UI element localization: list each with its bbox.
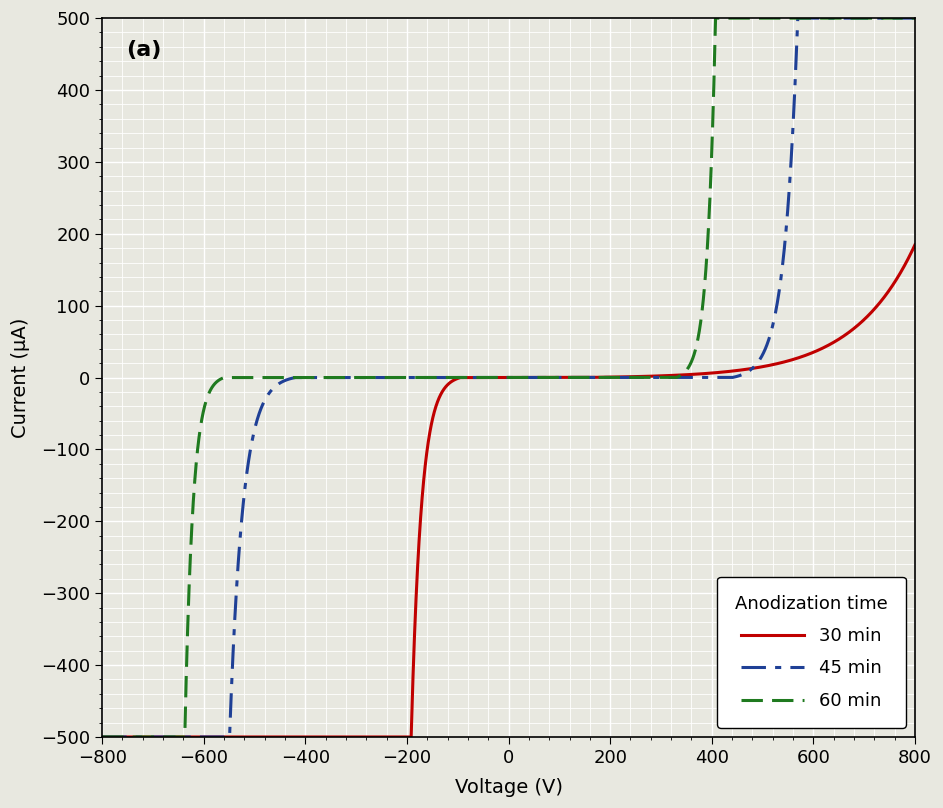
30 min xyxy=(699,368,710,378)
60 min xyxy=(138,732,149,742)
30 min xyxy=(96,732,108,742)
Y-axis label: Current (μA): Current (μA) xyxy=(11,318,30,438)
30 min xyxy=(742,364,753,374)
60 min xyxy=(96,732,108,742)
45 min xyxy=(742,367,753,377)
Legend: 30 min, 45 min, 60 min: 30 min, 45 min, 60 min xyxy=(717,576,906,728)
30 min xyxy=(138,732,149,742)
45 min xyxy=(138,732,149,742)
60 min xyxy=(699,280,710,289)
60 min xyxy=(577,372,588,382)
30 min xyxy=(613,372,624,382)
45 min xyxy=(699,372,710,382)
60 min xyxy=(390,372,402,382)
30 min xyxy=(909,240,920,250)
45 min xyxy=(909,13,920,23)
Text: (a): (a) xyxy=(126,40,162,60)
60 min xyxy=(909,13,920,23)
45 min xyxy=(390,372,402,382)
30 min xyxy=(390,732,402,742)
45 min xyxy=(577,372,588,382)
30 min xyxy=(577,372,588,382)
X-axis label: Voltage (V): Voltage (V) xyxy=(455,778,563,797)
45 min xyxy=(613,372,624,382)
Line: 30 min: 30 min xyxy=(102,245,915,737)
Line: 60 min: 60 min xyxy=(102,18,915,737)
45 min xyxy=(792,13,803,23)
60 min xyxy=(742,13,753,23)
Line: 45 min: 45 min xyxy=(102,18,915,737)
45 min xyxy=(96,732,108,742)
60 min xyxy=(710,13,721,23)
60 min xyxy=(613,372,624,382)
